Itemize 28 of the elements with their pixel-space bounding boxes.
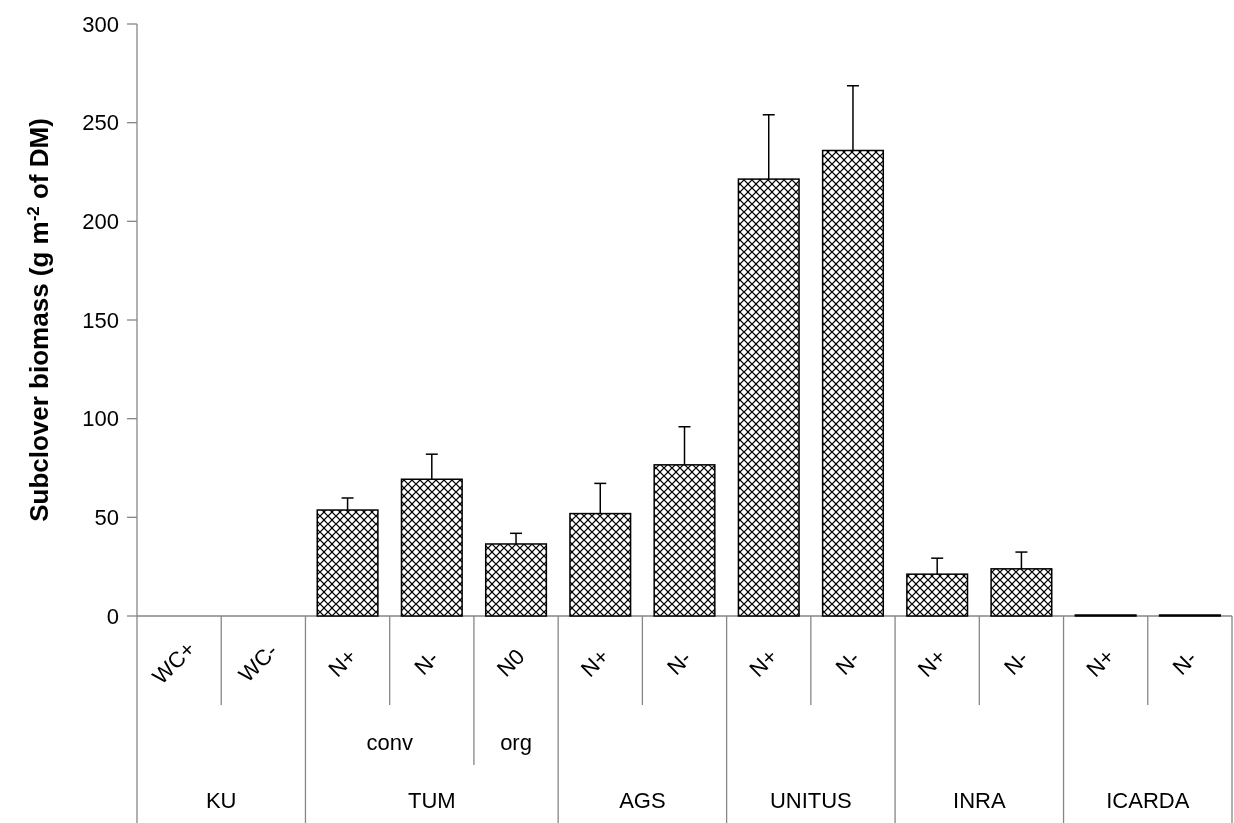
x-tick-label: N-: [999, 645, 1034, 680]
y-tick-label: 50: [94, 505, 119, 531]
text: org: [500, 730, 532, 755]
text: INRA: [953, 788, 1006, 813]
y-tick-label: 200: [82, 209, 119, 235]
text: KU: [205, 788, 237, 813]
x-tick-label: N-: [1167, 645, 1202, 680]
y-tick-label: 100: [82, 406, 119, 432]
x-tick-label: N+: [1081, 643, 1120, 682]
x-tick-label: N-: [830, 645, 865, 680]
text: conv: [366, 730, 413, 755]
x-tick-label: N0: [491, 643, 530, 682]
x-tick-label: N+: [575, 643, 614, 682]
x-tick-label: N-: [662, 645, 697, 680]
x-tick-label: WC+: [147, 636, 201, 690]
text: UNITUS: [769, 788, 852, 813]
x-tick-label: N+: [323, 643, 362, 682]
y-tick-label: 0: [106, 603, 119, 629]
text: AGS: [619, 788, 666, 813]
x-tick-label: N+: [744, 643, 783, 682]
text: ICARDA: [1106, 788, 1190, 813]
x-tick-label: WC-: [233, 638, 283, 688]
x-tick-label: N+: [912, 643, 951, 682]
x-tick-label: N-: [409, 645, 444, 680]
y-tick-label: 150: [82, 307, 119, 333]
y-tick-label: 300: [82, 11, 119, 37]
y-tick-label: 250: [82, 110, 119, 136]
text: TUM: [407, 788, 456, 813]
